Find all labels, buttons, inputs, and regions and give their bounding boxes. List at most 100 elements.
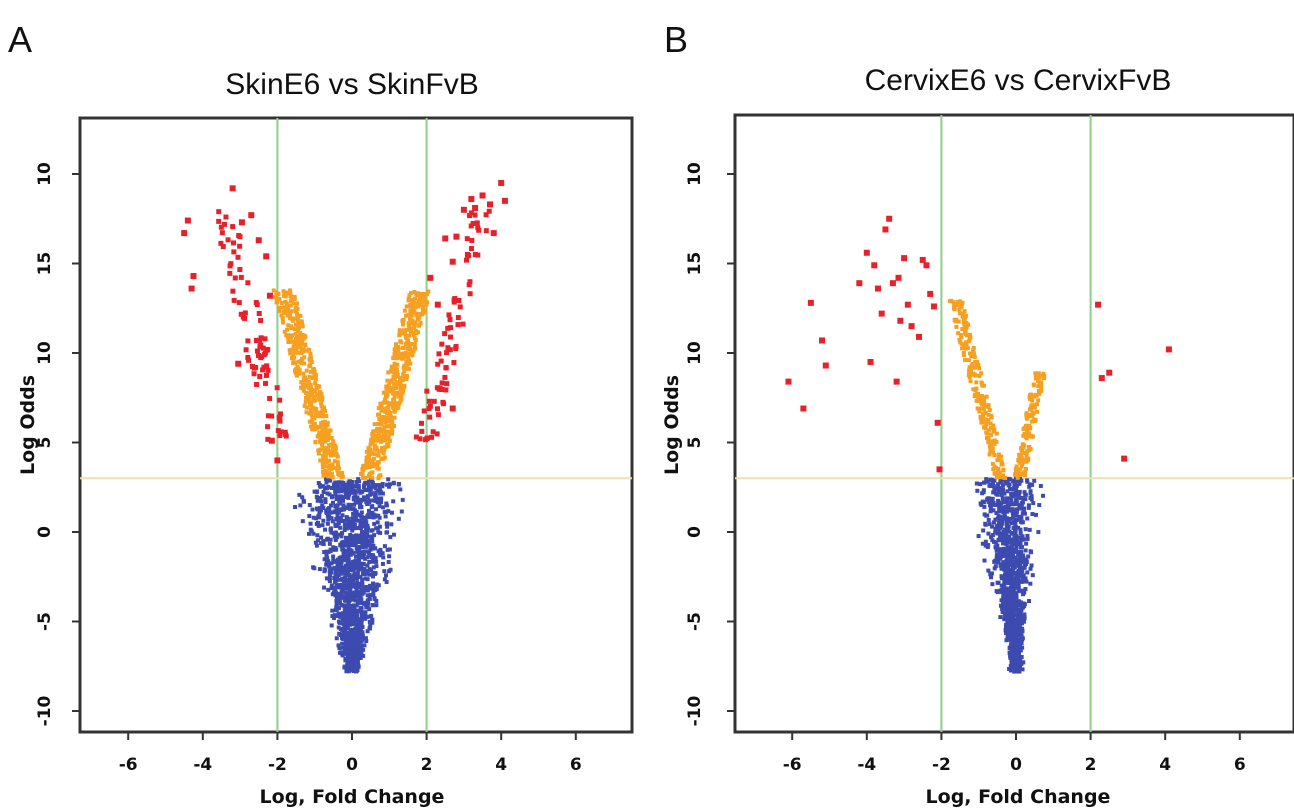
point: [1018, 557, 1023, 562]
point: [455, 322, 461, 328]
point: [357, 647, 362, 652]
point: [365, 541, 370, 546]
point: [389, 369, 394, 374]
point: [1029, 563, 1034, 568]
point: [999, 518, 1004, 523]
point: [1013, 585, 1018, 590]
point: [1013, 635, 1018, 640]
point: [336, 510, 341, 515]
point: [338, 542, 343, 547]
point: [443, 387, 449, 393]
point: [333, 535, 338, 540]
point: [1024, 541, 1029, 546]
point: [373, 491, 378, 496]
point: [303, 375, 308, 380]
point: [1036, 377, 1041, 382]
point: [416, 299, 421, 304]
point: [1014, 628, 1019, 633]
point: [380, 561, 385, 566]
point: [992, 471, 997, 476]
point: [952, 304, 957, 309]
point: [225, 237, 231, 243]
point: [401, 365, 406, 370]
point: [295, 369, 300, 374]
point: [339, 480, 344, 485]
point: [475, 225, 481, 231]
point: [956, 331, 961, 336]
point: [1009, 576, 1014, 581]
point: [1001, 547, 1006, 552]
point: [1005, 545, 1010, 550]
point: [293, 369, 298, 374]
point: [425, 300, 430, 305]
point: [340, 540, 345, 545]
point: [295, 318, 300, 323]
point: [370, 504, 375, 509]
point: [328, 561, 333, 566]
point: [1009, 508, 1014, 513]
point: [346, 599, 351, 604]
point: [295, 364, 300, 369]
point: [412, 323, 417, 328]
point: [1004, 580, 1009, 585]
point: [374, 598, 379, 603]
point: [305, 393, 310, 398]
point: [328, 566, 333, 571]
point: [1009, 531, 1014, 536]
point: [1002, 617, 1007, 622]
point: [385, 415, 390, 420]
point: [353, 484, 358, 489]
point: [963, 346, 968, 351]
point: [265, 413, 271, 419]
point: [464, 257, 470, 263]
point: [369, 491, 374, 496]
point: [355, 656, 360, 661]
point: [351, 497, 356, 502]
point: [421, 408, 427, 414]
point: [350, 521, 355, 526]
point: [1022, 612, 1027, 617]
point: [332, 613, 337, 618]
point: [392, 424, 397, 429]
point: [369, 553, 374, 558]
point: [288, 351, 293, 356]
point: [320, 409, 325, 414]
point: [354, 613, 359, 618]
point: [1165, 346, 1172, 353]
point: [1009, 587, 1014, 592]
point: [295, 312, 300, 317]
point: [302, 377, 307, 382]
point: [1018, 476, 1023, 481]
panel-b-letter: B: [664, 19, 688, 60]
point: [354, 603, 359, 608]
point: [408, 347, 413, 352]
point: [360, 577, 365, 582]
point: [999, 588, 1004, 593]
point: [308, 355, 313, 360]
point: [359, 530, 364, 535]
point: [311, 399, 316, 404]
point: [294, 367, 299, 372]
point: [981, 490, 986, 495]
point: [1007, 529, 1012, 534]
point: [255, 237, 262, 244]
x-tick-label: 6: [1234, 755, 1246, 775]
point: [1036, 530, 1041, 535]
point: [301, 371, 306, 376]
point: [987, 483, 992, 488]
point: [340, 513, 345, 518]
point: [1022, 615, 1027, 620]
point: [1010, 603, 1015, 608]
point: [376, 432, 381, 437]
point: [370, 574, 375, 579]
point: [328, 503, 333, 508]
point: [347, 636, 352, 641]
point: [455, 315, 461, 321]
point: [1001, 473, 1006, 478]
point: [346, 661, 351, 666]
point: [188, 285, 195, 292]
point: [342, 522, 347, 527]
point: [296, 359, 301, 364]
point: [1020, 645, 1025, 650]
point: [272, 295, 277, 300]
